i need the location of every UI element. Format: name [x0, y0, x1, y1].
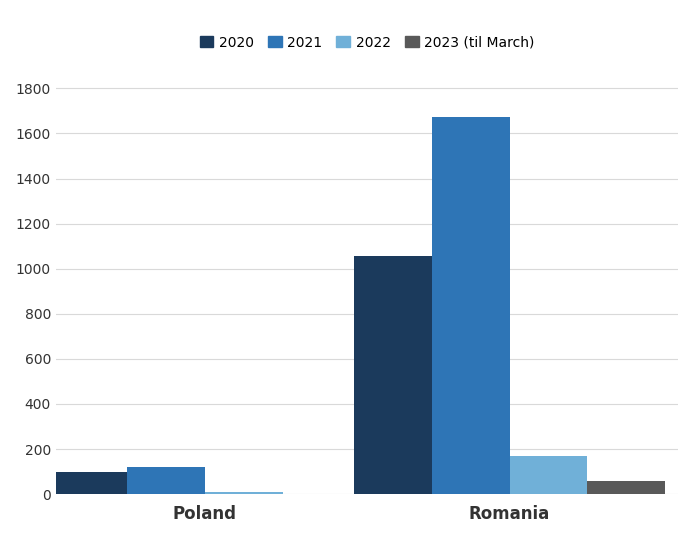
Bar	[510, 456, 587, 494]
Bar	[354, 256, 432, 494]
Bar	[587, 480, 665, 494]
Bar	[127, 467, 205, 494]
Bar	[432, 116, 510, 494]
Bar	[205, 492, 282, 494]
Bar	[50, 472, 127, 494]
Legend: 2020, 2021, 2022, 2023 (til March): 2020, 2021, 2022, 2023 (til March)	[194, 30, 540, 55]
